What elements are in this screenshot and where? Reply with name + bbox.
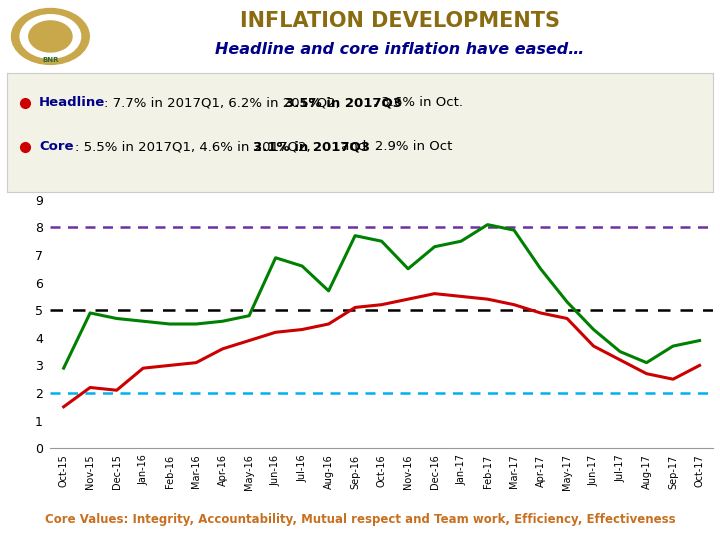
Text: 3.1% in 2017Q3: 3.1% in 2017Q3 [253,140,371,153]
Text: Headline: Headline [39,96,105,109]
Circle shape [20,15,81,58]
Text: : 7.7% in 2017Q1, 6.2% in 2017Q2,: : 7.7% in 2017Q1, 6.2% in 2017Q2, [104,96,344,109]
Text: BNR: BNR [42,57,58,63]
Circle shape [12,9,89,64]
Text: : 5.5% in 2017Q1, 4.6% in 2017Q2,: : 5.5% in 2017Q1, 4.6% in 2017Q2, [75,140,315,153]
Text: Headline and core inflation have eased…: Headline and core inflation have eased… [215,42,584,57]
Text: , 3.6% in Oct.: , 3.6% in Oct. [374,96,464,109]
Text: Core: Core [39,140,73,153]
Text: 3.5% in 2017Q3: 3.5% in 2017Q3 [285,96,402,109]
Circle shape [29,21,72,52]
Text: Core Values: Integrity, Accountability, Mutual respect and Team work, Efficiency: Core Values: Integrity, Accountability, … [45,512,675,526]
Text: and  2.9% in Oct: and 2.9% in Oct [337,140,452,153]
Text: INFLATION DEVELOPMENTS: INFLATION DEVELOPMENTS [240,10,559,31]
